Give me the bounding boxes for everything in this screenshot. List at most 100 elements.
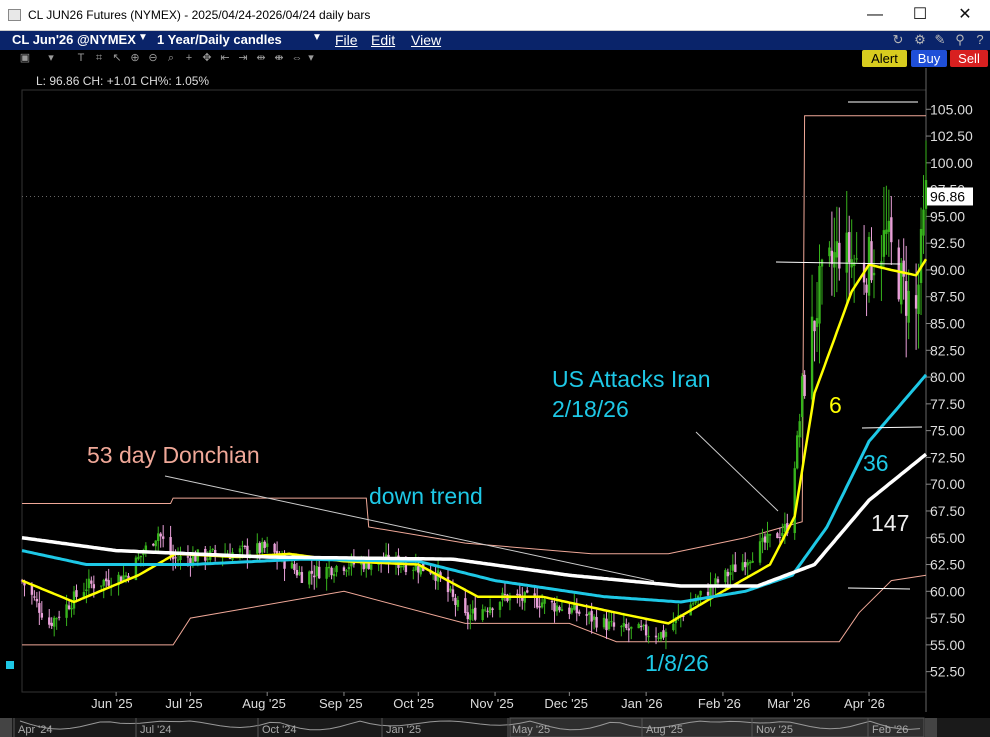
period-selector[interactable]: 1 Year/Daily candles <box>157 32 282 47</box>
close-button[interactable]: ✕ <box>958 6 972 23</box>
candle-body <box>87 578 91 589</box>
chevron-down-icon[interactable]: ▼ <box>138 32 148 43</box>
candle-body <box>449 588 452 591</box>
zoom-in-icon[interactable]: ⊕ <box>130 52 140 64</box>
candle-body <box>332 573 336 577</box>
candle-body <box>70 607 73 610</box>
candle-body <box>890 217 893 243</box>
candle-body <box>605 618 608 631</box>
crosshair-icon[interactable]: + <box>185 52 193 64</box>
candle-body <box>602 617 606 628</box>
minimize-button[interactable]: — <box>867 6 883 23</box>
candle-body <box>451 589 455 597</box>
candle-body <box>560 609 564 612</box>
y-tick-label: 102.50 <box>930 128 973 144</box>
candle-body <box>483 609 487 611</box>
compress-icon[interactable]: ⇹ <box>256 52 266 64</box>
y-tick-label: 80.00 <box>930 369 965 385</box>
candle-body <box>575 605 578 614</box>
wrench-icon[interactable]: ✎ <box>934 32 946 47</box>
candle-body <box>67 605 71 610</box>
level-marker-line <box>861 426 923 429</box>
zoom-out-icon[interactable]: ⊖ <box>148 52 158 64</box>
fit-icon[interactable]: ⇔ <box>291 52 303 64</box>
candle-body <box>335 565 338 573</box>
candle-body <box>327 566 331 569</box>
candle-body <box>105 578 108 582</box>
candle-body <box>855 258 858 260</box>
menu-file[interactable]: File <box>335 32 358 48</box>
candle-body <box>127 575 130 579</box>
candle-body <box>100 585 103 587</box>
candle-body <box>734 564 737 572</box>
donchian-lower-line <box>22 574 927 646</box>
pin-icon[interactable]: ⚲ <box>955 32 965 47</box>
help-icon[interactable]: ? <box>976 32 984 47</box>
candle-body <box>592 616 596 620</box>
candle-body <box>763 536 767 543</box>
event-pointer-line <box>695 431 779 512</box>
candle-body <box>142 552 145 555</box>
candle-body <box>134 557 138 581</box>
candle-body <box>919 228 923 283</box>
candle-body <box>246 545 249 557</box>
donchian-label: 53 day Donchian <box>87 442 260 468</box>
candle-body <box>117 574 120 586</box>
candle-body <box>587 612 591 616</box>
candle-body <box>578 611 581 614</box>
candle-body <box>261 541 264 553</box>
price-chart[interactable]: 105.00102.50100.0097.5095.0092.5090.0087… <box>0 68 990 737</box>
scroll-right-icon[interactable]: ⇥ <box>238 52 248 64</box>
chevron-down-icon[interactable]: ▼ <box>312 32 322 43</box>
pointer-icon[interactable]: ↖ <box>112 52 122 64</box>
text-tool-icon[interactable]: T <box>77 52 85 64</box>
symbol-selector[interactable]: CL Jun'26 @NYMEX <box>12 32 136 47</box>
menu-edit[interactable]: Edit <box>371 32 396 48</box>
candle-body <box>152 544 155 546</box>
sell-button[interactable]: Sell <box>950 50 988 67</box>
candle-body <box>124 575 128 578</box>
ma147-label: 147 <box>871 510 910 536</box>
down-trend-label: down trend <box>369 483 483 509</box>
drag-icon[interactable]: ✥ <box>202 52 212 64</box>
maximize-button[interactable]: ☐ <box>912 6 928 23</box>
expand-icon[interactable]: ⇼ <box>274 52 284 64</box>
crosshair-icon[interactable]: ⌗ <box>95 52 103 64</box>
candle-body <box>365 558 368 569</box>
candle-body <box>191 554 195 566</box>
candle-body <box>213 549 217 556</box>
ma147-line <box>21 452 928 588</box>
candle-body <box>310 570 313 574</box>
candle-body <box>573 604 576 610</box>
chevron-down-icon[interactable]: ▾ <box>308 52 314 64</box>
candle-body <box>902 260 905 277</box>
magnifier-icon[interactable]: ⌕ <box>167 52 175 64</box>
alert-button[interactable]: Alert <box>862 50 907 67</box>
candle-body <box>466 612 470 620</box>
chevron-down-icon[interactable]: ▾ <box>48 52 54 64</box>
candle-body <box>662 630 665 638</box>
candle-body <box>238 548 242 553</box>
chart-settings-icon[interactable]: ▣ <box>19 52 31 64</box>
menu-view[interactable]: View <box>411 32 442 48</box>
candle-body <box>526 590 529 593</box>
refresh-icon[interactable]: ↻ <box>892 32 904 47</box>
buy-button[interactable]: Buy <box>911 50 947 67</box>
y-tick-label: 82.50 <box>930 342 965 358</box>
settings-icon[interactable]: ⚙ <box>914 32 926 47</box>
candle-body <box>293 564 296 571</box>
candle-body <box>318 566 321 579</box>
candle-body <box>273 543 276 553</box>
event-label-line1: US Attacks Iran <box>552 366 711 392</box>
candle-body <box>550 601 554 603</box>
plot-frame <box>21 89 927 693</box>
candle-body <box>102 579 105 586</box>
candle-body <box>758 541 762 563</box>
candle-body <box>699 590 702 596</box>
scroll-left-icon[interactable]: ⇤ <box>220 52 230 64</box>
candle-body <box>657 637 660 639</box>
candle-body <box>157 533 160 542</box>
candle-body <box>241 545 244 547</box>
y-tick-label: 75.00 <box>930 423 965 439</box>
y-tick-label: 77.50 <box>930 396 965 412</box>
